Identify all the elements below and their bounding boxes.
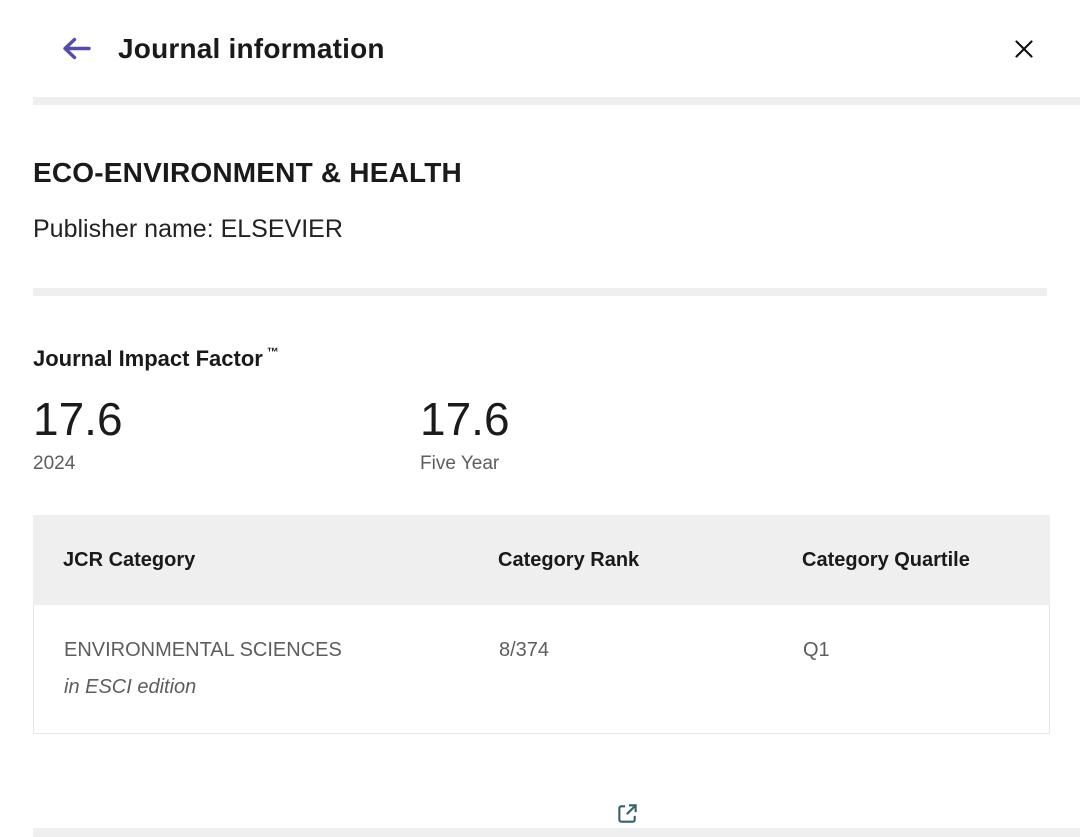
back-button[interactable]	[56, 31, 96, 66]
metric-label-2024: 2024	[33, 452, 76, 474]
section-divider	[33, 288, 1047, 296]
trademark-symbol: ™	[266, 344, 279, 359]
metric-value-five-year: 17.6	[420, 393, 510, 445]
cell-quartile: Q1	[803, 638, 830, 661]
panel-content: ECO-ENVIRONMENT & HEALTH Publisher name:…	[0, 157, 1080, 837]
category-name: ENVIRONMENTAL SCIENCES	[64, 638, 342, 661]
metric-label-five-year: Five Year	[420, 452, 500, 474]
header-category-rank: Category Rank	[498, 549, 640, 572]
close-icon	[1012, 37, 1036, 61]
panel-header: Journal information	[0, 0, 1080, 97]
cell-category: ENVIRONMENTAL SCIENCES in ESCI edition	[34, 639, 469, 699]
cell-rank: 8/374	[499, 638, 550, 661]
publisher-line: Publisher name: ELSEVIER	[33, 215, 343, 243]
metric-five-year: 17.6 Five Year	[420, 394, 807, 475]
table-header-row: JCR Category Category Rank Category Quar…	[33, 514, 1050, 605]
bottom-divider	[33, 828, 1080, 837]
header-category-quartile: Category Quartile	[802, 549, 970, 572]
impact-factor-title: Journal Impact Factor ™	[33, 344, 1047, 372]
metric-value-2024: 17.6	[33, 393, 123, 445]
impact-factor-metrics: 17.6 2024 17.6 Five Year	[33, 394, 1047, 475]
jcr-category-table: JCR Category Category Rank Category Quar…	[33, 514, 1050, 734]
header-divider	[33, 97, 1080, 105]
metric-current-year: 17.6 2024	[33, 394, 420, 475]
table-row: ENVIRONMENTAL SCIENCES in ESCI edition 8…	[33, 604, 1050, 734]
impact-factor-title-text: Journal Impact Factor	[33, 346, 263, 371]
journal-name: ECO-ENVIRONMENT & HEALTH	[33, 157, 462, 188]
header-jcr-category: JCR Category	[63, 549, 196, 572]
external-link-icon	[567, 776, 639, 837]
arrow-left-icon	[60, 35, 92, 62]
edition-note: in ESCI edition	[64, 675, 197, 698]
page-title: Journal information	[118, 32, 385, 64]
close-button[interactable]	[1008, 33, 1040, 65]
